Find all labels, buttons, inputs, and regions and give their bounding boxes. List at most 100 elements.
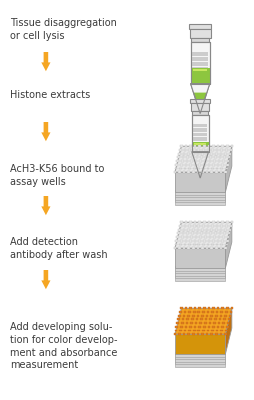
Bar (222, 318, 225, 320)
Bar (181, 156, 184, 158)
Bar (210, 311, 213, 313)
Bar (182, 153, 185, 154)
Bar (205, 315, 208, 316)
Bar (186, 232, 188, 234)
Bar (199, 318, 202, 320)
Polygon shape (174, 266, 225, 270)
Bar (209, 318, 211, 320)
Bar (201, 168, 204, 169)
Bar (207, 240, 209, 242)
Polygon shape (174, 359, 225, 364)
Bar (215, 149, 218, 151)
Bar (219, 330, 222, 331)
Bar (179, 164, 182, 166)
Bar (200, 171, 203, 173)
Polygon shape (225, 146, 231, 192)
Text: Tissue disaggregation
or cell lysis: Tissue disaggregation or cell lysis (10, 18, 117, 41)
Bar (195, 232, 198, 234)
Bar (229, 311, 231, 313)
Bar (211, 326, 214, 328)
Bar (176, 160, 178, 162)
Bar (219, 168, 222, 169)
Bar (181, 232, 184, 234)
Bar (197, 330, 199, 331)
FancyArrow shape (41, 122, 50, 141)
Bar (223, 315, 226, 316)
Bar (205, 229, 208, 230)
Polygon shape (174, 354, 225, 359)
Bar (174, 330, 177, 331)
Bar (204, 232, 207, 234)
Polygon shape (174, 197, 225, 202)
Bar (225, 307, 228, 309)
Bar (192, 168, 195, 169)
Bar (196, 333, 198, 335)
Bar (195, 318, 198, 320)
Bar (184, 221, 186, 223)
FancyArrow shape (41, 52, 50, 71)
Bar (204, 318, 207, 320)
Bar (186, 156, 188, 158)
Polygon shape (174, 195, 225, 200)
Bar (188, 24, 210, 29)
Bar (214, 333, 217, 335)
Bar (201, 330, 204, 331)
Bar (218, 156, 220, 158)
Bar (183, 244, 186, 245)
Bar (217, 160, 219, 162)
Bar (198, 240, 200, 242)
Bar (187, 244, 190, 245)
Polygon shape (174, 334, 225, 354)
Bar (207, 164, 209, 166)
Bar (204, 156, 207, 158)
Bar (200, 229, 203, 230)
Bar (222, 232, 225, 234)
Bar (180, 160, 183, 162)
Bar (174, 168, 177, 169)
Bar (188, 307, 191, 309)
Bar (219, 171, 221, 173)
Bar (216, 145, 218, 147)
Bar (194, 160, 197, 162)
Bar (223, 333, 226, 335)
Bar (193, 221, 196, 223)
Bar (228, 153, 230, 154)
Bar (184, 145, 186, 147)
Bar (209, 156, 211, 158)
Bar (210, 153, 212, 154)
Polygon shape (174, 276, 225, 281)
Text: Add developing solu-
tion for color develop-
ment and absorbance
measurement: Add developing solu- tion for color deve… (10, 322, 117, 370)
Bar (193, 69, 206, 72)
Bar (224, 225, 227, 227)
Bar (214, 247, 217, 249)
Bar (190, 318, 193, 320)
Bar (230, 145, 232, 147)
Bar (206, 311, 209, 313)
Bar (191, 153, 194, 154)
Bar (187, 247, 189, 249)
Bar (182, 333, 185, 335)
Bar (207, 221, 209, 223)
Bar (198, 164, 200, 166)
Bar (193, 326, 196, 328)
FancyArrow shape (41, 270, 50, 289)
Bar (190, 38, 209, 42)
Bar (206, 330, 209, 331)
Polygon shape (174, 357, 225, 362)
Bar (190, 232, 193, 234)
Bar (220, 307, 223, 309)
Bar (178, 247, 180, 249)
Bar (188, 221, 191, 223)
Bar (201, 244, 204, 245)
Bar (210, 330, 213, 331)
Bar (210, 225, 213, 227)
Bar (214, 229, 217, 230)
Bar (193, 164, 196, 166)
Bar (216, 240, 218, 242)
Bar (208, 236, 210, 238)
Bar (187, 153, 189, 154)
Bar (212, 322, 215, 324)
Bar (182, 247, 185, 249)
Bar (222, 156, 225, 158)
Bar (178, 330, 181, 331)
